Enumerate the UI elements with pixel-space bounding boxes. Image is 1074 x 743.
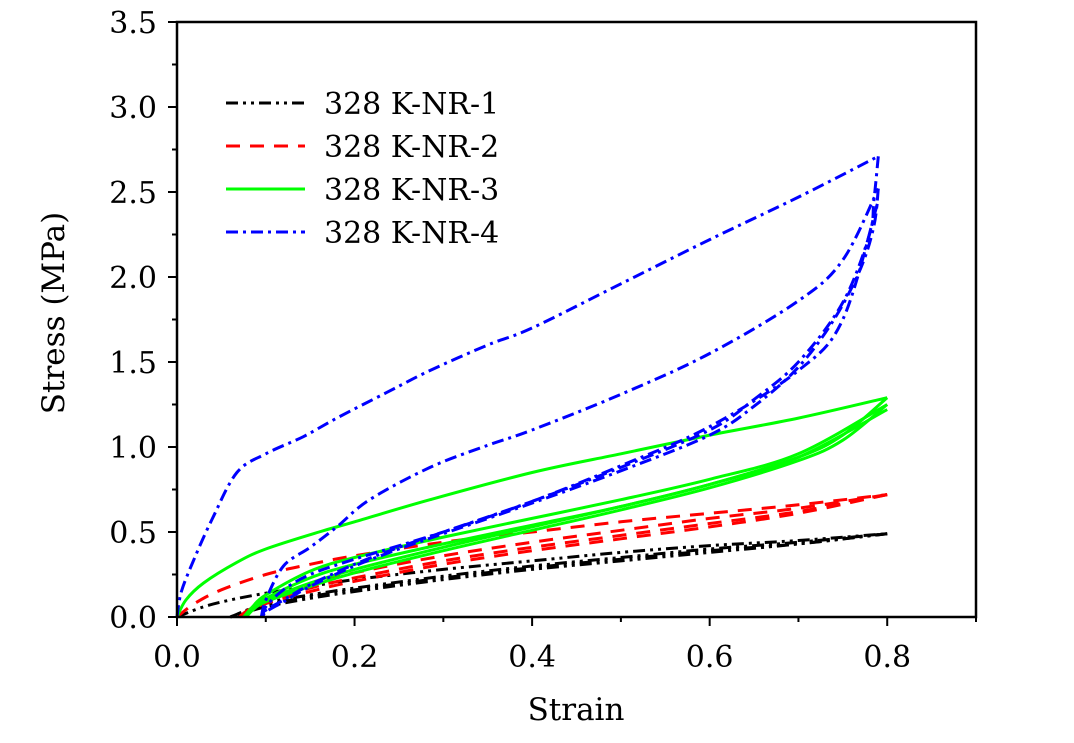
x-tick-label: 0.0 bbox=[153, 640, 201, 675]
series-line bbox=[176, 532, 888, 619]
x-tick-label: 0.4 bbox=[508, 640, 556, 675]
legend-item: 328 K-NR-1 bbox=[226, 87, 499, 122]
y-axis-title: Stress (MPa) bbox=[36, 212, 72, 414]
y-tick-label: 1.5 bbox=[109, 346, 157, 381]
legend-label: 328 K-NR-2 bbox=[324, 130, 499, 165]
legend-label: 328 K-NR-1 bbox=[324, 87, 499, 122]
y-tick-label: 1.0 bbox=[109, 431, 157, 466]
series-line bbox=[245, 403, 889, 619]
legend-label: 328 K-NR-4 bbox=[324, 216, 499, 251]
y-tick-label: 2.0 bbox=[109, 261, 157, 296]
series-4 bbox=[175, 154, 880, 618]
series-line bbox=[261, 188, 880, 618]
x-axis-ticks: 0.0 0.2 0.4 0.6 0.8 bbox=[153, 617, 977, 675]
y-tick-label: 0.0 bbox=[109, 601, 157, 636]
series-line bbox=[234, 532, 888, 619]
x-tick-label: 0.2 bbox=[331, 640, 379, 675]
y-axis-ticks: 0.0 0.5 1.0 1.5 2.0 2.5 3.0 3.5 bbox=[109, 6, 177, 636]
series-line bbox=[176, 493, 888, 619]
x-tick-label: 0.6 bbox=[686, 640, 734, 675]
y-tick-label: 0.5 bbox=[109, 516, 157, 551]
series-line bbox=[238, 493, 888, 619]
series-line bbox=[175, 396, 888, 618]
legend-item: 328 K-NR-4 bbox=[226, 216, 499, 251]
series-line bbox=[242, 403, 888, 618]
legend-item: 328 K-NR-2 bbox=[226, 130, 499, 165]
series-line bbox=[175, 154, 879, 618]
plot-area bbox=[175, 154, 889, 619]
legend: 328 K-NR-1 328 K-NR-2 328 K-NR-3 328 K-NR-4 bbox=[226, 87, 499, 251]
x-tick-label: 0.8 bbox=[863, 640, 911, 675]
y-tick-label: 3.5 bbox=[109, 6, 157, 41]
series-2 bbox=[176, 493, 888, 619]
legend-label: 328 K-NR-3 bbox=[324, 173, 499, 208]
series-line bbox=[259, 187, 880, 618]
series-1 bbox=[176, 532, 888, 619]
y-tick-label: 2.5 bbox=[109, 176, 157, 211]
y-tick-label: 3.0 bbox=[109, 91, 157, 126]
series-line bbox=[229, 532, 888, 619]
series-line bbox=[261, 200, 880, 618]
legend-item: 328 K-NR-3 bbox=[226, 173, 499, 208]
x-axis-title: Strain bbox=[528, 692, 625, 728]
